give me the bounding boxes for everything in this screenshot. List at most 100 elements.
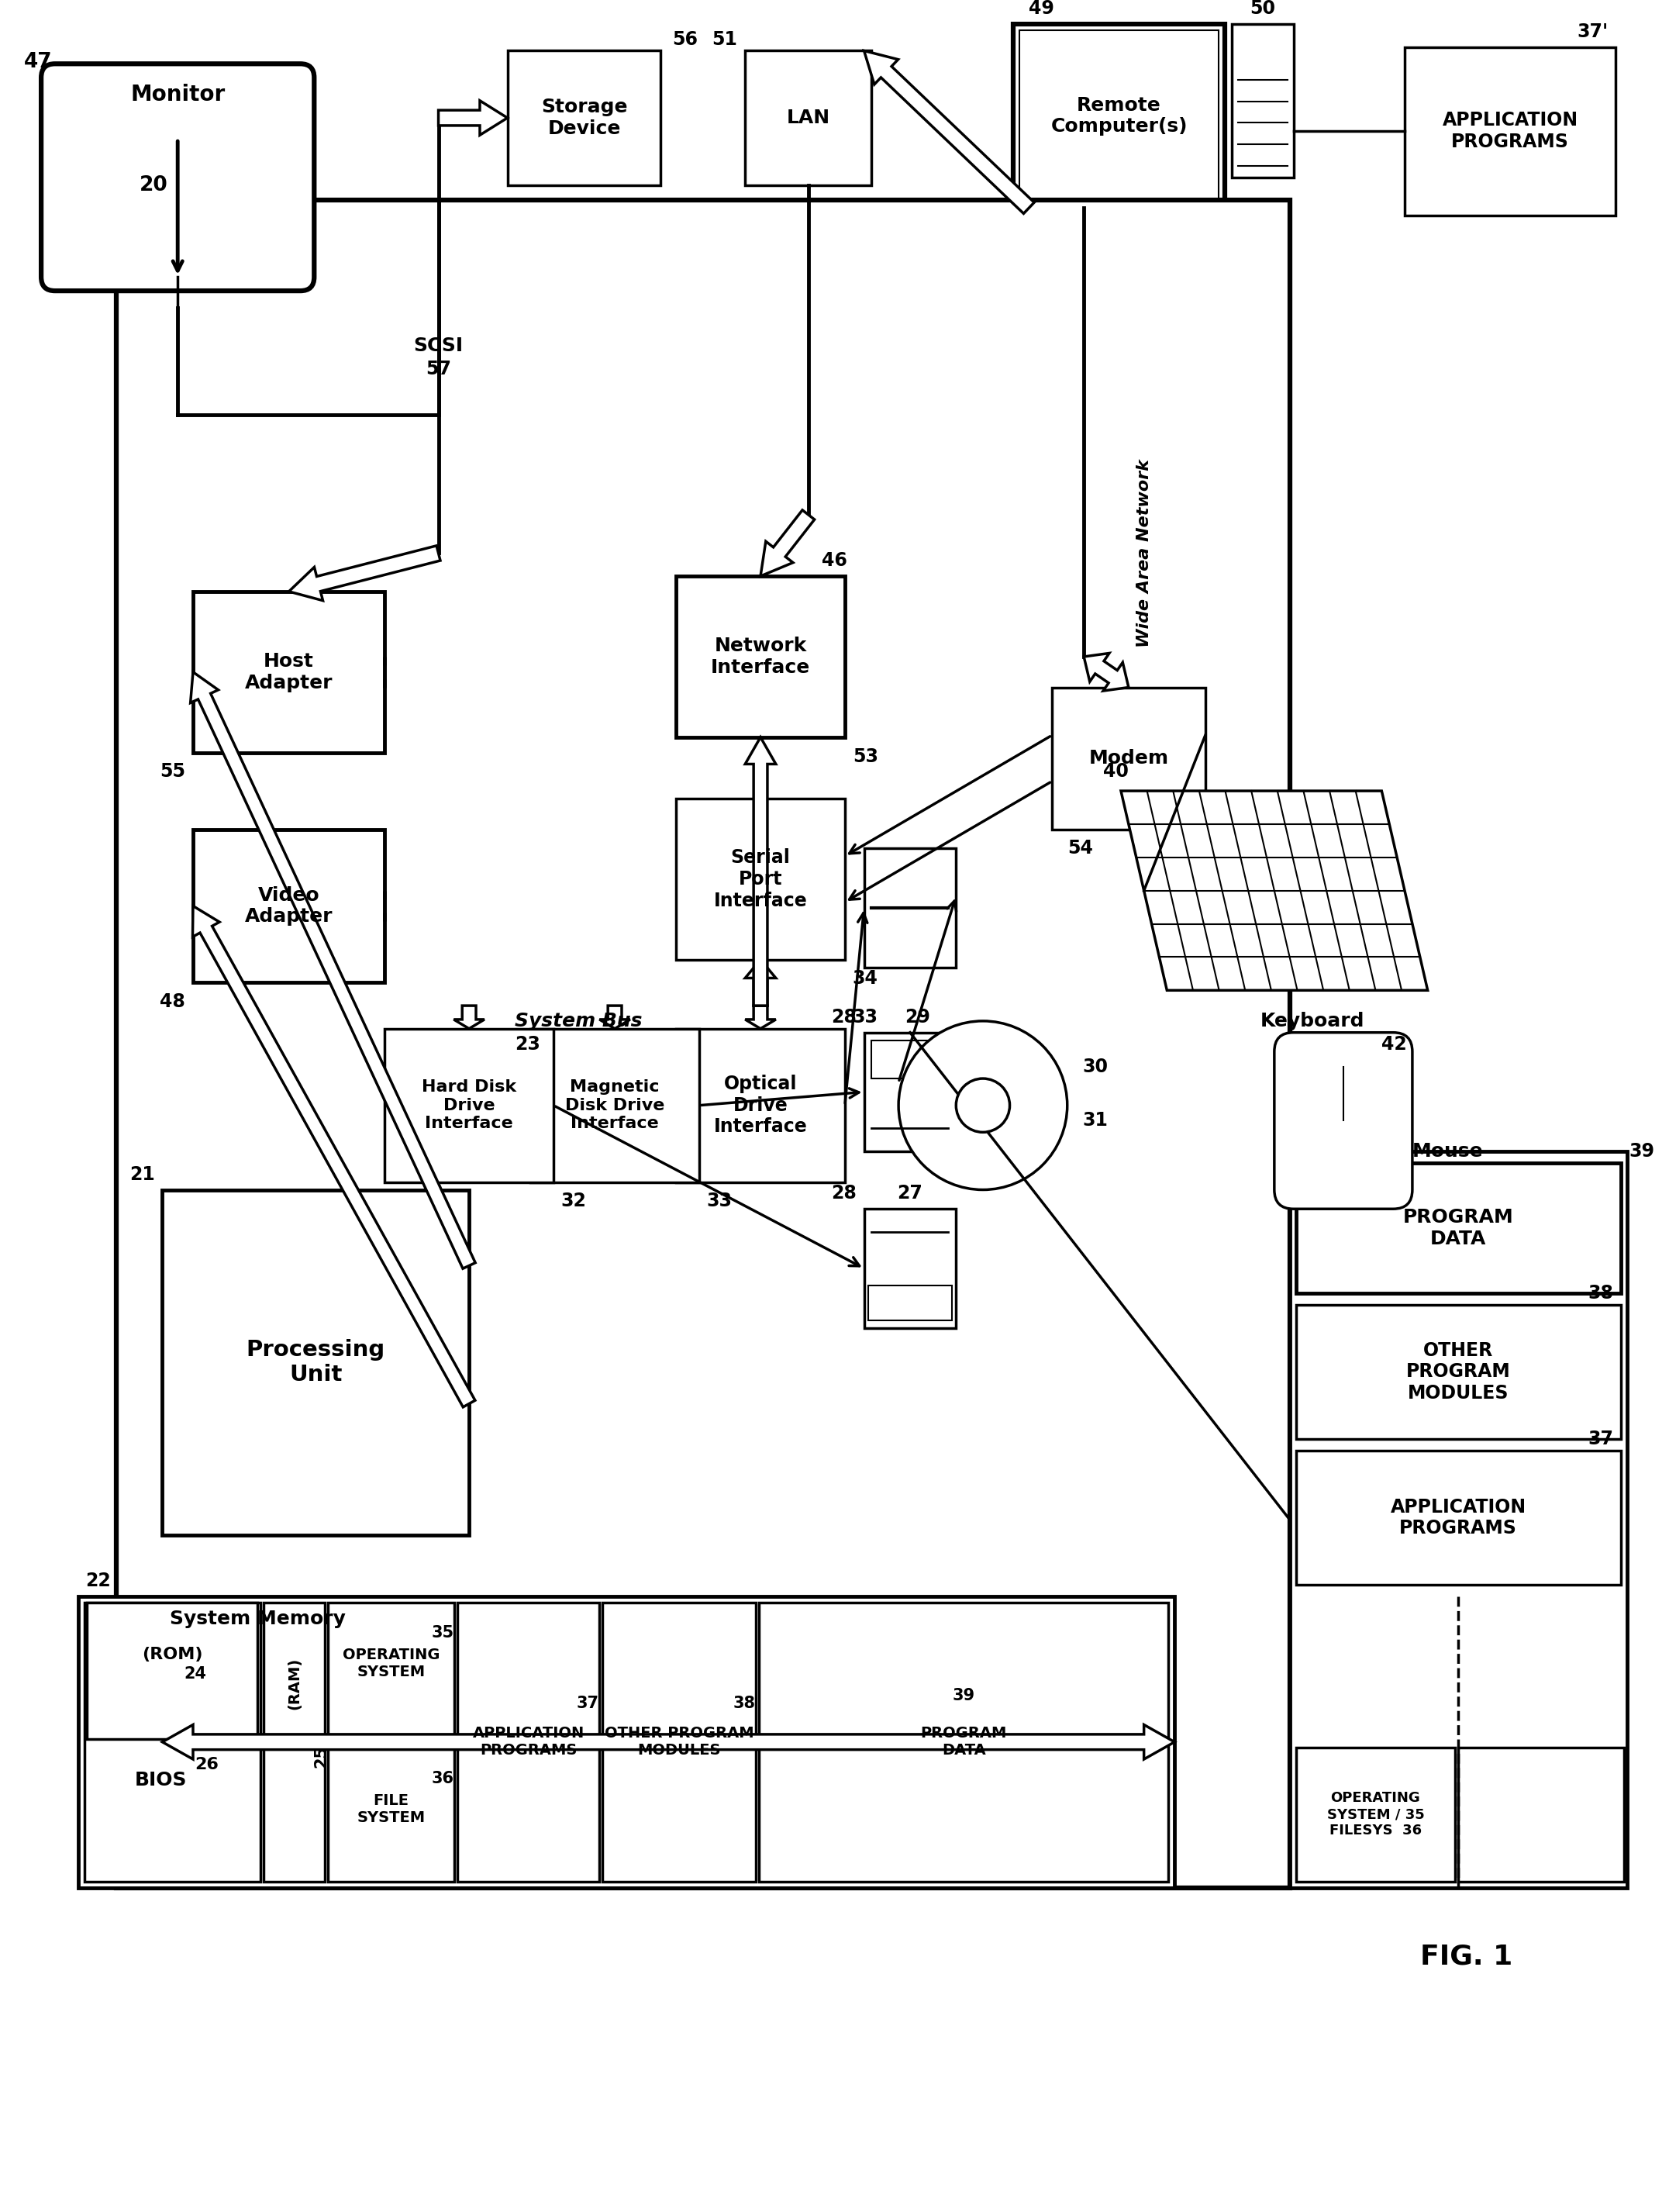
Text: System Bus: System Bus xyxy=(516,1011,643,1031)
Text: 37: 37 xyxy=(1587,1429,1614,1449)
Polygon shape xyxy=(1083,653,1128,690)
Text: FILE
SYSTEM: FILE SYSTEM xyxy=(357,1794,426,1825)
Text: Serial
Port
Interface: Serial Port Interface xyxy=(714,847,808,909)
Text: 35: 35 xyxy=(432,1626,454,1641)
Polygon shape xyxy=(599,1006,631,1029)
Circle shape xyxy=(898,1022,1066,1190)
Text: OPERATING
SYSTEM: OPERATING SYSTEM xyxy=(342,1648,441,1679)
Text: 28: 28 xyxy=(831,1009,856,1026)
Text: 49: 49 xyxy=(1028,0,1055,18)
Bar xyxy=(1295,1164,1621,1294)
Polygon shape xyxy=(289,546,441,602)
Text: 55: 55 xyxy=(160,763,185,781)
Text: 20: 20 xyxy=(139,175,169,195)
Polygon shape xyxy=(865,51,1035,215)
Text: Magnetic
Disk Drive
Interface: Magnetic Disk Drive Interface xyxy=(566,1079,664,1130)
Text: (ROM): (ROM) xyxy=(142,1646,202,1661)
Text: OTHER
PROGRAM
MODULES: OTHER PROGRAM MODULES xyxy=(1405,1340,1510,1402)
Text: Host
Adapter: Host Adapter xyxy=(245,653,332,692)
Text: SCSI: SCSI xyxy=(414,336,464,356)
Text: 50: 50 xyxy=(1250,0,1275,18)
Bar xyxy=(457,1601,599,1882)
Polygon shape xyxy=(1122,792,1427,991)
Bar xyxy=(531,1029,699,1181)
Polygon shape xyxy=(454,1006,484,1029)
Text: 46: 46 xyxy=(821,551,848,571)
Polygon shape xyxy=(744,737,776,1006)
Bar xyxy=(759,1601,1168,1882)
Bar xyxy=(1459,1747,1624,1882)
Text: 23: 23 xyxy=(516,1035,541,1053)
Bar xyxy=(1295,1451,1621,1584)
Bar xyxy=(264,1601,325,1882)
Circle shape xyxy=(956,1079,1010,1133)
Text: 39: 39 xyxy=(1629,1141,1654,1161)
Bar xyxy=(1232,24,1293,177)
Bar xyxy=(117,201,1290,1887)
Bar xyxy=(194,830,386,982)
Text: APPLICATION
PROGRAMS: APPLICATION PROGRAMS xyxy=(472,1725,584,1759)
Text: Modem: Modem xyxy=(1088,750,1168,768)
Text: BIOS: BIOS xyxy=(135,1770,187,1790)
Bar xyxy=(162,1190,469,1535)
Text: Processing
Unit: Processing Unit xyxy=(247,1338,386,1385)
Text: 48: 48 xyxy=(160,993,185,1011)
Bar xyxy=(744,51,871,186)
Bar xyxy=(329,1601,454,1739)
Text: OTHER PROGRAM
MODULES: OTHER PROGRAM MODULES xyxy=(604,1725,754,1759)
Bar xyxy=(1290,1152,1627,1887)
Text: 53: 53 xyxy=(853,748,878,765)
Text: 22: 22 xyxy=(85,1571,112,1590)
Text: 38: 38 xyxy=(733,1697,756,1712)
Bar xyxy=(1295,1305,1621,1440)
Text: 30: 30 xyxy=(1083,1057,1108,1077)
Text: 40: 40 xyxy=(1103,763,1128,781)
Bar xyxy=(194,591,386,752)
Text: 24: 24 xyxy=(184,1666,207,1681)
Text: 38: 38 xyxy=(1587,1283,1614,1303)
Text: Keyboard: Keyboard xyxy=(1260,1011,1365,1031)
Text: Monitor: Monitor xyxy=(130,84,225,106)
Text: 29: 29 xyxy=(905,1009,930,1026)
Polygon shape xyxy=(761,511,814,575)
Text: 27: 27 xyxy=(898,1183,923,1203)
Text: FIG. 1: FIG. 1 xyxy=(1420,1944,1512,1971)
Text: 37: 37 xyxy=(577,1697,599,1712)
Text: Storage
Device: Storage Device xyxy=(541,97,628,137)
Text: APPLICATION
PROGRAMS: APPLICATION PROGRAMS xyxy=(1442,111,1577,150)
Bar xyxy=(676,1029,845,1181)
Text: 36: 36 xyxy=(432,1770,454,1785)
Bar xyxy=(82,119,274,250)
Bar xyxy=(865,849,956,967)
Bar xyxy=(603,1601,756,1882)
Text: OPERATING
SYSTEM / 35
FILESYS  36: OPERATING SYSTEM / 35 FILESYS 36 xyxy=(1327,1792,1424,1838)
Text: 37': 37' xyxy=(1577,22,1607,40)
Text: System Memory: System Memory xyxy=(170,1610,345,1628)
Text: PROGRAM
DATA: PROGRAM DATA xyxy=(1404,1208,1514,1248)
Text: 26: 26 xyxy=(195,1756,219,1772)
Bar xyxy=(676,799,845,960)
Text: Video
Adapter: Video Adapter xyxy=(245,885,332,927)
Text: 33: 33 xyxy=(706,1192,733,1210)
Text: LAN: LAN xyxy=(786,108,829,126)
Bar xyxy=(865,1210,956,1327)
Bar xyxy=(865,1033,956,1152)
Text: PROGRAM
DATA: PROGRAM DATA xyxy=(921,1725,1006,1759)
Text: 28: 28 xyxy=(831,1183,856,1203)
FancyBboxPatch shape xyxy=(42,64,314,290)
FancyBboxPatch shape xyxy=(1275,1033,1412,1210)
Bar xyxy=(386,1029,554,1181)
Polygon shape xyxy=(744,1006,776,1029)
Text: 31: 31 xyxy=(1083,1110,1108,1130)
Text: 57: 57 xyxy=(426,361,451,378)
Bar xyxy=(676,575,845,737)
Text: 25: 25 xyxy=(314,1745,329,1767)
Polygon shape xyxy=(162,1725,1175,1759)
Bar xyxy=(1020,31,1218,201)
Text: Optical
Drive
Interface: Optical Drive Interface xyxy=(714,1075,808,1137)
Text: Remote
Computer(s): Remote Computer(s) xyxy=(1050,95,1187,135)
Text: Hard Disk
Drive
Interface: Hard Disk Drive Interface xyxy=(422,1079,516,1130)
Bar xyxy=(78,1597,1175,1887)
Text: 47: 47 xyxy=(25,53,53,73)
Text: 51: 51 xyxy=(713,31,738,49)
